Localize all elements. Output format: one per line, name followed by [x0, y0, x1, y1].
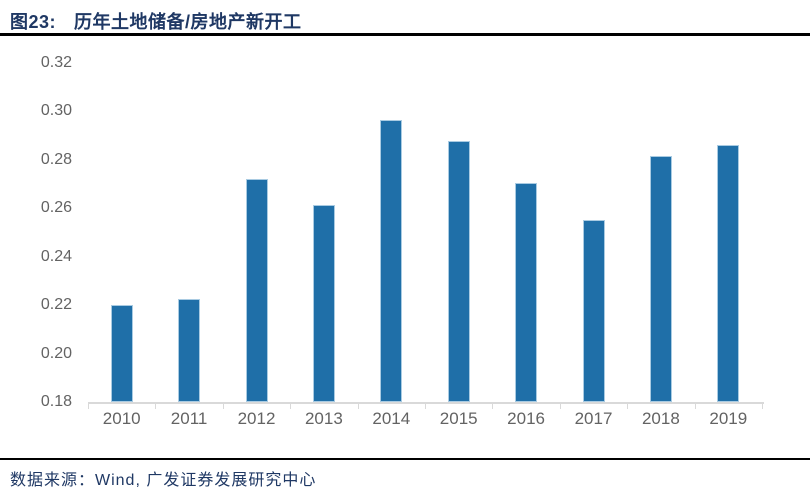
bar-2018 [649, 156, 672, 402]
bar-2014 [380, 119, 403, 402]
x-axis-tickmark [559, 404, 561, 409]
y-axis-label-0.18: 0.18 [40, 393, 72, 410]
x-axis-label-2017: 2017 [574, 409, 613, 428]
x-axis-line [88, 402, 764, 404]
bar-2013 [312, 204, 335, 402]
y-axis-label-0.30: 0.30 [40, 102, 72, 120]
y-axis-label-0.22: 0.22 [40, 296, 72, 314]
x-axis-tickmark [357, 404, 359, 409]
y-axis-label-0.26: 0.26 [40, 199, 72, 217]
bar-2012 [245, 179, 268, 402]
x-axis-label-2018: 2018 [641, 409, 680, 428]
x-axis-tickmark [694, 404, 696, 409]
x-axis-label-2013: 2013 [304, 409, 343, 428]
plot-area [88, 63, 762, 402]
y-axis-label-0.32: 0.32 [40, 54, 72, 71]
title-divider [0, 33, 810, 36]
x-axis-tickmark [290, 404, 292, 409]
x-axis-label-2012: 2012 [237, 409, 276, 428]
data-source: 数据来源：Wind, 广发证券发展研究中心 [10, 472, 317, 489]
bar-2017 [582, 220, 605, 402]
footer-divider [0, 458, 810, 460]
x-axis-tickmark [425, 404, 426, 409]
y-axis-label-0.28: 0.28 [40, 150, 72, 168]
bar-2016 [515, 182, 538, 402]
figure-title-text: 历年土地储备/房地产新开工 [74, 12, 302, 32]
x-axis-label-2010: 2010 [102, 409, 141, 428]
bar-2011 [178, 299, 201, 402]
x-axis-label-2016: 2016 [507, 409, 545, 428]
x-axis-tickmark [88, 404, 89, 409]
x-axis-tickmark [627, 404, 629, 409]
x-axis-tickmark [492, 404, 494, 409]
bar-2010 [110, 305, 133, 402]
figure-title: 图23: 历年土地储备/房地产新开工 [10, 8, 302, 34]
x-axis-label-2014: 2014 [372, 409, 411, 428]
y-axis-label-0.20: 0.20 [40, 344, 72, 362]
figure-number: 图23: [10, 12, 57, 32]
bar-2019 [717, 145, 740, 402]
y-axis-label-0.24: 0.24 [40, 247, 72, 265]
bar-2015 [447, 140, 470, 402]
x-axis-label-2015: 2015 [439, 409, 478, 428]
x-axis-tickmark [222, 404, 224, 409]
x-axis-tickmark [762, 404, 763, 409]
x-axis-tickmark [155, 404, 157, 409]
x-axis-label-2011: 2011 [170, 409, 208, 428]
x-axis-label-2019: 2019 [709, 409, 748, 428]
